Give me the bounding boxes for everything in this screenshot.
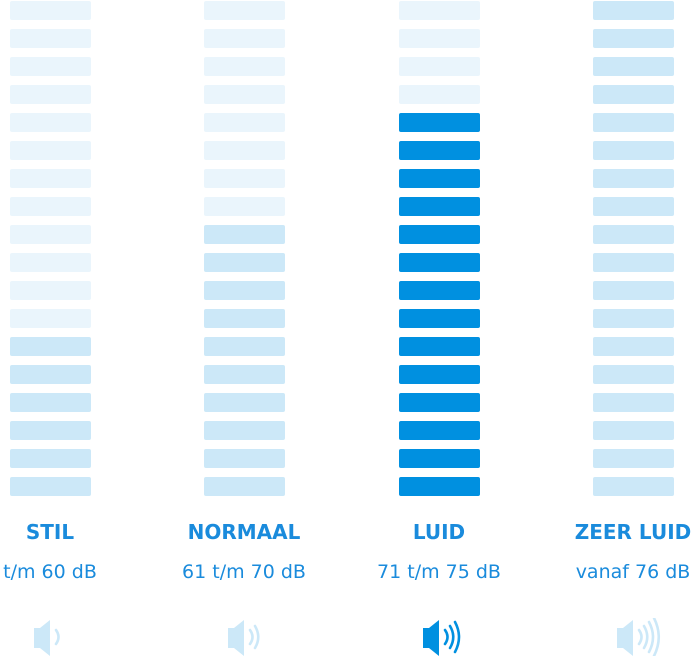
level-column-stil: STIL t/m 60 dB	[0, 0, 150, 656]
level-segment-empty	[399, 29, 480, 48]
level-segment-filled	[204, 449, 285, 468]
speaker-2-waves-icon	[228, 618, 288, 656]
level-segment-filled	[399, 309, 480, 328]
level-segment-filled	[204, 421, 285, 440]
level-segment-filled	[10, 337, 91, 356]
speaker-1-wave-icon	[34, 618, 94, 656]
level-segment-filled	[204, 281, 285, 300]
level-segment-filled	[10, 365, 91, 384]
level-title: STIL	[25, 520, 75, 544]
level-segment-filled	[593, 253, 674, 272]
level-segment-empty	[10, 225, 91, 244]
level-segment-filled	[399, 477, 480, 496]
level-segment-empty	[204, 169, 285, 188]
level-segment-filled	[399, 169, 480, 188]
level-segment-filled	[593, 421, 674, 440]
level-segment-filled	[399, 281, 480, 300]
level-segment-empty	[204, 197, 285, 216]
level-segment-filled	[399, 113, 480, 132]
level-segment-empty	[399, 57, 480, 76]
level-segment-empty	[10, 29, 91, 48]
level-range: t/m 60 dB	[3, 561, 97, 583]
level-segment-empty	[10, 253, 91, 272]
level-segment-empty	[10, 57, 91, 76]
level-segment-filled	[10, 393, 91, 412]
level-segment-filled	[399, 253, 480, 272]
level-segment-filled	[399, 365, 480, 384]
level-segment-filled	[593, 113, 674, 132]
level-segment-empty	[10, 141, 91, 160]
level-segment-filled	[10, 421, 91, 440]
level-range: vanaf 76 dB	[575, 561, 691, 583]
speaker-3-waves-icon	[423, 618, 483, 656]
level-column-zeer-luid: ZEER LUID vanaf 76 dB	[533, 0, 700, 658]
level-segment-filled	[593, 225, 674, 244]
level-segment-filled	[593, 1, 674, 20]
level-segment-empty	[204, 1, 285, 20]
level-segment-empty	[10, 169, 91, 188]
level-title: LUID	[412, 520, 466, 544]
level-segment-filled	[593, 169, 674, 188]
level-segment-empty	[204, 57, 285, 76]
level-segment-filled	[593, 141, 674, 160]
level-segment-filled	[593, 393, 674, 412]
level-segment-empty	[10, 281, 91, 300]
level-segment-filled	[593, 477, 674, 496]
level-title: NORMAAL	[187, 520, 301, 544]
level-segment-filled	[204, 477, 285, 496]
level-segment-filled	[10, 449, 91, 468]
level-segment-filled	[593, 337, 674, 356]
level-segment-empty	[10, 1, 91, 20]
level-segment-filled	[204, 309, 285, 328]
level-segment-filled	[593, 281, 674, 300]
level-title: ZEER LUID	[574, 520, 692, 544]
level-segment-empty	[10, 85, 91, 104]
level-segment-filled	[204, 253, 285, 272]
level-segment-empty	[204, 85, 285, 104]
level-segment-filled	[593, 57, 674, 76]
level-segment-filled	[399, 421, 480, 440]
level-segment-filled	[204, 365, 285, 384]
level-segment-filled	[593, 29, 674, 48]
level-column-normaal: NORMAAL 61 t/m 70 dB	[144, 0, 344, 656]
level-segment-filled	[399, 197, 480, 216]
level-segment-filled	[593, 85, 674, 104]
level-segment-filled	[593, 197, 674, 216]
level-segment-empty	[204, 29, 285, 48]
level-segment-filled	[399, 393, 480, 412]
level-segment-filled	[399, 449, 480, 468]
level-segment-empty	[204, 141, 285, 160]
level-segment-empty	[10, 113, 91, 132]
level-column-luid: LUID 71 t/m 75 dB	[339, 0, 539, 656]
level-segment-filled	[10, 477, 91, 496]
level-segment-filled	[593, 309, 674, 328]
level-segment-empty	[204, 113, 285, 132]
level-range: 61 t/m 70 dB	[182, 561, 306, 583]
level-segment-empty	[399, 1, 480, 20]
level-segment-empty	[399, 85, 480, 104]
level-segment-filled	[593, 449, 674, 468]
level-segment-filled	[399, 141, 480, 160]
level-segment-empty	[10, 197, 91, 216]
level-segment-filled	[204, 393, 285, 412]
level-range: 71 t/m 75 dB	[377, 561, 501, 583]
level-segment-filled	[204, 225, 285, 244]
level-segment-filled	[399, 337, 480, 356]
speaker-4-waves-icon	[617, 616, 677, 658]
level-segment-filled	[399, 225, 480, 244]
level-segment-empty	[10, 309, 91, 328]
level-segment-filled	[204, 337, 285, 356]
level-segment-filled	[593, 365, 674, 384]
